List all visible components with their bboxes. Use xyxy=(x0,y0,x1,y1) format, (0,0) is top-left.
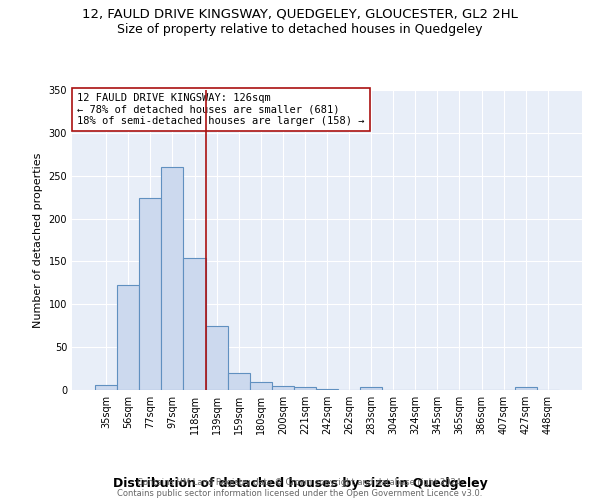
Bar xyxy=(139,198,161,390)
Bar xyxy=(95,385,117,390)
Bar xyxy=(117,286,139,390)
Text: Contains HM Land Registry data © Crown copyright and database right 2024.
Contai: Contains HM Land Registry data © Crown c… xyxy=(118,478,482,498)
Text: Distribution of detached houses by size in Quedgeley: Distribution of detached houses by size … xyxy=(113,477,487,490)
Y-axis label: Number of detached properties: Number of detached properties xyxy=(33,152,43,328)
Bar xyxy=(227,373,250,390)
Bar xyxy=(184,258,206,390)
Bar xyxy=(161,167,184,390)
Text: Size of property relative to detached houses in Quedgeley: Size of property relative to detached ho… xyxy=(117,22,483,36)
Bar xyxy=(272,386,294,390)
Bar xyxy=(250,382,272,390)
Bar xyxy=(206,326,227,390)
Text: 12, FAULD DRIVE KINGSWAY, QUEDGELEY, GLOUCESTER, GL2 2HL: 12, FAULD DRIVE KINGSWAY, QUEDGELEY, GLO… xyxy=(82,8,518,20)
Bar xyxy=(515,388,537,390)
Text: 12 FAULD DRIVE KINGSWAY: 126sqm
← 78% of detached houses are smaller (681)
18% o: 12 FAULD DRIVE KINGSWAY: 126sqm ← 78% of… xyxy=(77,93,365,126)
Bar xyxy=(294,388,316,390)
Bar xyxy=(316,389,338,390)
Bar xyxy=(360,388,382,390)
